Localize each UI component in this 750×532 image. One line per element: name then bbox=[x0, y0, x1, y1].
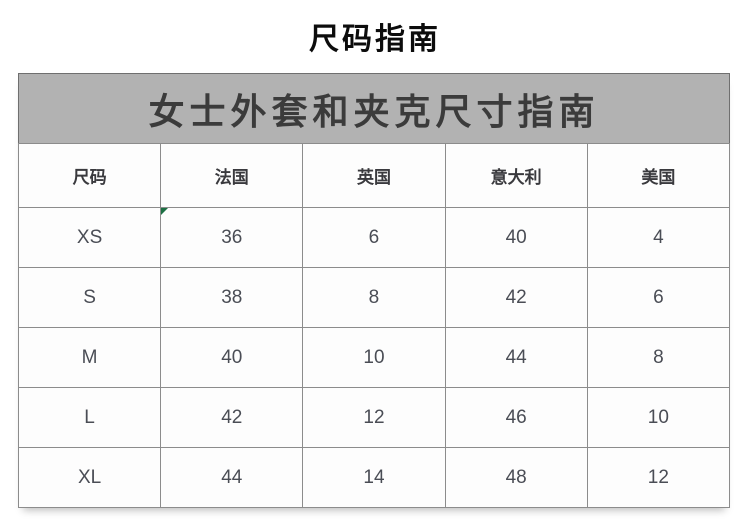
value-cell-text: 36 bbox=[221, 226, 243, 248]
value-cell: 6 bbox=[586, 267, 731, 328]
value-cell: 10 bbox=[302, 327, 446, 388]
table-row: S 38 8 42 6 bbox=[17, 267, 731, 328]
value-cell: 14 bbox=[302, 447, 446, 508]
value-cell: 8 bbox=[586, 327, 731, 388]
value-cell: 44 bbox=[444, 327, 588, 388]
size-table-body: XS 36 6 40 4 S 38 8 42 6 M bbox=[17, 207, 731, 508]
value-cell: 8 bbox=[302, 267, 446, 328]
value-cell: 44 bbox=[160, 447, 304, 508]
header-row: 尺码 法国 英国 意大利 美国 bbox=[17, 143, 731, 208]
size-cell: XL bbox=[17, 447, 162, 508]
value-cell: 4 bbox=[586, 207, 731, 268]
column-header-usa: 美国 bbox=[586, 143, 731, 208]
value-cell: 36 bbox=[160, 207, 304, 268]
table-row: XL 44 14 48 12 bbox=[17, 447, 731, 508]
column-header-uk: 英国 bbox=[302, 143, 446, 208]
column-header-italy: 意大利 bbox=[444, 143, 588, 208]
table-row: L 42 12 46 10 bbox=[17, 387, 731, 448]
size-cell: S bbox=[17, 267, 162, 328]
column-header-size: 尺码 bbox=[17, 143, 162, 208]
size-guide-table-container: 女士外套和夹克尺寸指南 尺码 法国 英国 意大利 美国 XS 36 bbox=[17, 73, 731, 508]
value-cell: 12 bbox=[302, 387, 446, 448]
value-cell: 42 bbox=[444, 267, 588, 328]
value-cell: 12 bbox=[586, 447, 731, 508]
size-cell: L bbox=[17, 387, 162, 448]
value-cell: 10 bbox=[586, 387, 731, 448]
size-table: 尺码 法国 英国 意大利 美国 XS 36 6 40 4 bbox=[17, 143, 731, 508]
value-cell: 46 bbox=[444, 387, 588, 448]
value-cell: 40 bbox=[444, 207, 588, 268]
table-banner-title: 女士外套和夹克尺寸指南 bbox=[18, 73, 730, 143]
value-cell: 42 bbox=[160, 387, 304, 448]
value-cell: 38 bbox=[160, 267, 304, 328]
value-cell: 40 bbox=[160, 327, 304, 388]
table-row: XS 36 6 40 4 bbox=[17, 207, 731, 268]
size-cell: M bbox=[17, 327, 162, 388]
table-row: M 40 10 44 8 bbox=[17, 327, 731, 388]
size-table-header: 尺码 法国 英国 意大利 美国 bbox=[17, 143, 731, 208]
value-cell: 48 bbox=[444, 447, 588, 508]
flag-marker-icon bbox=[161, 208, 169, 215]
page-title: 尺码指南 bbox=[309, 23, 441, 56]
column-header-france: 法国 bbox=[160, 143, 304, 208]
size-cell: XS bbox=[17, 207, 162, 268]
value-cell: 6 bbox=[302, 207, 446, 268]
